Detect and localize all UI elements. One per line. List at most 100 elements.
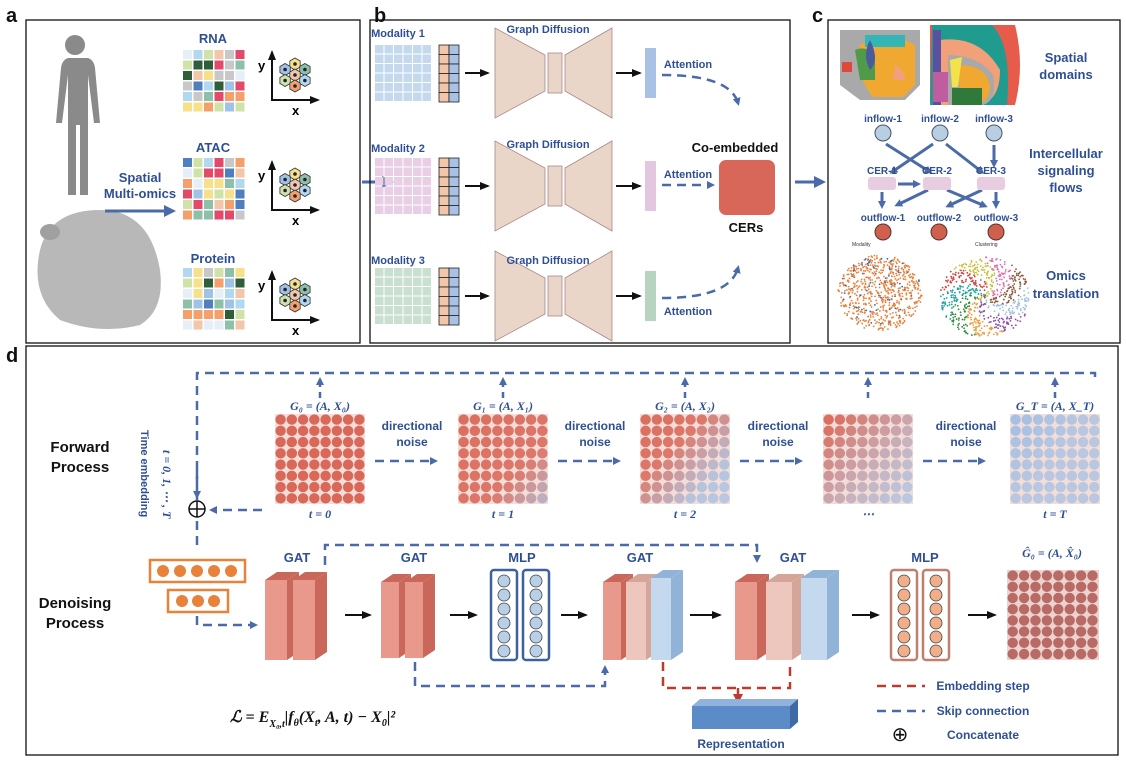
scatter-point [952,273,954,275]
scatter-point [952,323,955,326]
heatmap-cell [183,60,192,70]
scatter-point [851,302,854,304]
graph-node [1010,493,1021,504]
scatter-point [952,305,955,308]
graph-node [1077,425,1089,437]
time-embedding-label: Time embedding [138,430,150,517]
scatter-point [891,282,893,285]
graph-node [707,493,719,504]
scatter-point [895,274,898,277]
scatter-point [876,268,878,270]
modality-grid-cell [384,196,393,205]
scatter-point [897,278,900,281]
heatmap-cell [214,158,224,167]
scatter-point [842,304,845,307]
heatmap-cell [204,179,213,188]
scatter-point [903,319,906,322]
scatter-point [875,299,878,302]
feature-cell [438,205,450,216]
scatter-point [985,276,988,279]
graph-node [1021,459,1033,470]
scatter-point [886,315,888,318]
scatter-point [850,270,853,272]
modality-grid-cell [422,296,431,305]
heatmap-cell [193,200,203,209]
scatter-point [892,316,895,319]
scatter-point [1017,294,1020,297]
graph-node [845,448,857,459]
spatial-spot [293,304,297,308]
scatter-point [844,284,847,287]
graph-node [480,425,492,437]
graph-node [1077,436,1089,448]
scatter-point [871,285,873,288]
scatter-point [884,289,887,291]
spatial-multiomics-label-2: Multi-omics [104,186,176,201]
scatter-point [941,304,943,307]
omics-heatmaps [183,50,245,330]
graph-node [707,448,719,459]
scatter-point [871,256,874,259]
scatter-point [870,306,873,308]
scatter-point [898,302,901,305]
heatmap-cell [204,60,213,70]
scatter-point [1026,287,1029,290]
output-graph-node [1007,626,1018,637]
scatter-point [868,302,870,305]
scatter-point [995,264,998,267]
scatter-point [983,271,986,274]
heatmap-cell [235,168,245,178]
scatter-point [883,261,886,263]
feature-cell [438,92,450,103]
graph-node [662,493,674,504]
scatter-point [967,285,970,287]
heatmap-cell [225,320,234,330]
output-graph-node [1030,604,1041,615]
modality-grid-cell [422,83,431,92]
scatter-point [915,280,918,283]
scatter-point [977,270,980,273]
scatter-point [913,273,916,276]
scatter-point [866,292,869,295]
scatter-point [917,284,920,287]
scatter-point [942,293,945,296]
scatter-point [884,299,887,302]
scatter-point [871,264,874,267]
modality-grid-cell [403,196,412,205]
graph-node [890,493,902,504]
scatter-point [897,310,900,312]
scatter-point [853,307,855,310]
scatter-point [1005,304,1008,307]
scatter-point [959,301,962,303]
scatter-point [879,279,882,282]
scatter-point [984,303,987,305]
heatmap-cell [214,81,224,91]
heatmap-cell [193,102,203,112]
scatter-point [1014,291,1017,294]
scatter-point [894,311,897,314]
scatter-point [991,327,994,330]
scatter-point [964,310,966,313]
scatter-point [848,292,850,295]
scatter-point [904,310,906,312]
scatter-point [969,292,972,295]
scatter-point [985,265,988,268]
scatter-point [868,291,870,294]
scatter-point [888,261,891,264]
scatter-point [916,305,918,308]
heatmap-cell [214,50,224,59]
graph-node [868,414,879,425]
heatmap-cell [183,289,192,298]
scatter-point [969,283,972,286]
scatter-point [1006,290,1008,293]
modality-grid-cell [403,177,412,186]
scatter-point [893,290,895,293]
scatter-point [868,277,870,280]
graph-node [525,493,537,504]
scatter-point [955,318,958,320]
output-graph-node [1041,581,1053,592]
feature-cell [438,82,450,93]
scatter-point [1007,287,1010,290]
scatter-point [1022,277,1025,280]
graph-node [469,436,481,448]
